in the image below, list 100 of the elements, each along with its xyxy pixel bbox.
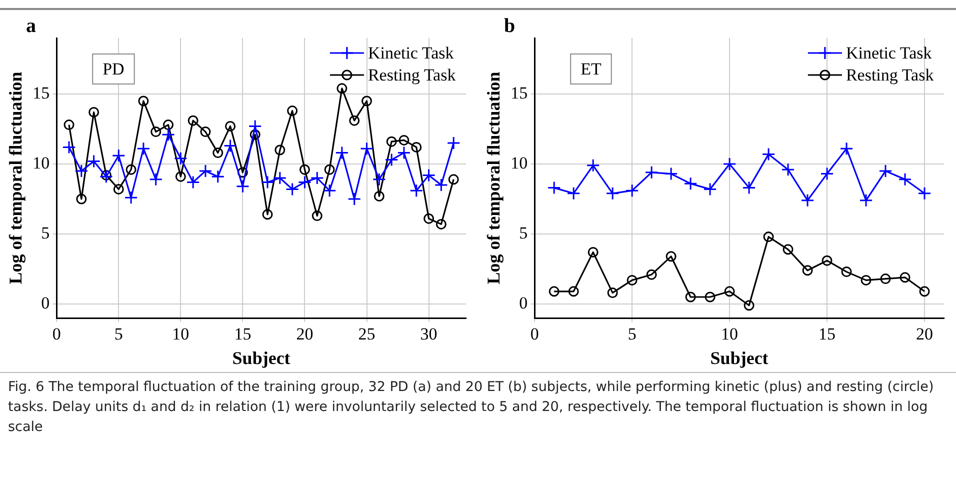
point bbox=[763, 232, 774, 242]
y-tick-label: 15 bbox=[510, 83, 528, 102]
point bbox=[324, 164, 335, 175]
point bbox=[568, 286, 579, 297]
point bbox=[684, 176, 698, 190]
point bbox=[211, 170, 225, 184]
y-tick-label: 0 bbox=[41, 293, 50, 312]
point bbox=[586, 158, 600, 172]
x-tick-label: 20 bbox=[916, 324, 934, 344]
legend-label: Resting Task bbox=[368, 65, 456, 84]
point bbox=[919, 286, 930, 297]
point bbox=[841, 266, 852, 278]
point bbox=[398, 134, 410, 146]
annotation: ET bbox=[580, 59, 602, 78]
point bbox=[188, 115, 198, 126]
point bbox=[298, 175, 312, 189]
point bbox=[312, 210, 322, 222]
point bbox=[859, 194, 873, 208]
point bbox=[335, 146, 349, 160]
point bbox=[762, 147, 776, 161]
point bbox=[299, 164, 310, 175]
x-tick-label: 25 bbox=[358, 324, 376, 344]
chart-title: a bbox=[26, 15, 36, 37]
point bbox=[860, 274, 872, 286]
x-tick-label: 10 bbox=[172, 324, 190, 344]
point bbox=[163, 120, 174, 130]
point bbox=[822, 255, 832, 266]
point bbox=[547, 181, 561, 195]
point bbox=[703, 182, 717, 196]
point bbox=[174, 152, 188, 166]
point bbox=[434, 178, 448, 192]
y-axis-title: Log of temporal fluctuation bbox=[5, 72, 26, 284]
point bbox=[607, 288, 618, 298]
y-axis-title: Log of temporal fluctuation bbox=[483, 72, 504, 284]
point bbox=[198, 164, 212, 178]
x-tick-label: 15 bbox=[234, 324, 252, 344]
point bbox=[436, 218, 446, 230]
point bbox=[782, 244, 794, 255]
point bbox=[448, 174, 459, 185]
point bbox=[625, 184, 639, 198]
point bbox=[186, 175, 200, 189]
y-tick-label: 5 bbox=[519, 223, 528, 242]
point bbox=[548, 286, 560, 297]
point bbox=[724, 286, 735, 297]
point bbox=[99, 170, 113, 184]
annotation: PD bbox=[102, 59, 124, 78]
point bbox=[224, 139, 238, 153]
point bbox=[372, 172, 386, 186]
point bbox=[287, 106, 298, 116]
legend-label: Kinetic Task bbox=[846, 43, 932, 62]
point bbox=[64, 120, 74, 130]
point bbox=[112, 148, 126, 162]
point bbox=[200, 126, 211, 138]
point bbox=[250, 129, 260, 140]
point bbox=[898, 172, 912, 186]
point bbox=[322, 184, 336, 198]
point bbox=[310, 171, 324, 185]
point bbox=[87, 154, 101, 168]
point bbox=[840, 142, 854, 156]
point bbox=[664, 167, 678, 181]
point bbox=[126, 164, 136, 175]
point bbox=[360, 142, 374, 156]
point bbox=[175, 171, 186, 182]
point bbox=[446, 136, 460, 150]
y-tick-label: 10 bbox=[510, 153, 528, 172]
legend-label: Kinetic Task bbox=[368, 43, 454, 62]
point bbox=[626, 274, 638, 286]
point bbox=[260, 175, 274, 189]
point bbox=[744, 300, 754, 311]
point bbox=[685, 292, 696, 302]
point bbox=[646, 269, 657, 280]
x-tick-label: 5 bbox=[628, 324, 636, 344]
point bbox=[362, 96, 372, 106]
point bbox=[225, 120, 236, 132]
y-tick-label: 5 bbox=[41, 223, 50, 242]
x-tick-label: 10 bbox=[721, 324, 738, 344]
point bbox=[162, 128, 176, 142]
point bbox=[113, 184, 124, 194]
point bbox=[644, 166, 658, 180]
point bbox=[900, 272, 910, 283]
point bbox=[76, 194, 87, 204]
point bbox=[918, 186, 932, 200]
point bbox=[422, 168, 436, 182]
x-axis-title: Subject bbox=[232, 348, 290, 368]
point bbox=[62, 140, 76, 154]
point bbox=[336, 83, 348, 94]
point bbox=[742, 181, 756, 195]
point bbox=[566, 186, 580, 200]
point bbox=[386, 136, 397, 147]
point bbox=[878, 164, 892, 178]
point bbox=[606, 186, 620, 200]
point bbox=[212, 148, 224, 158]
chart-title: b bbox=[504, 15, 516, 37]
point bbox=[397, 146, 411, 160]
x-tick-label: 30 bbox=[420, 324, 438, 344]
point bbox=[274, 144, 286, 156]
point bbox=[262, 209, 273, 220]
point bbox=[237, 167, 248, 178]
point bbox=[149, 172, 163, 186]
point bbox=[348, 192, 362, 206]
